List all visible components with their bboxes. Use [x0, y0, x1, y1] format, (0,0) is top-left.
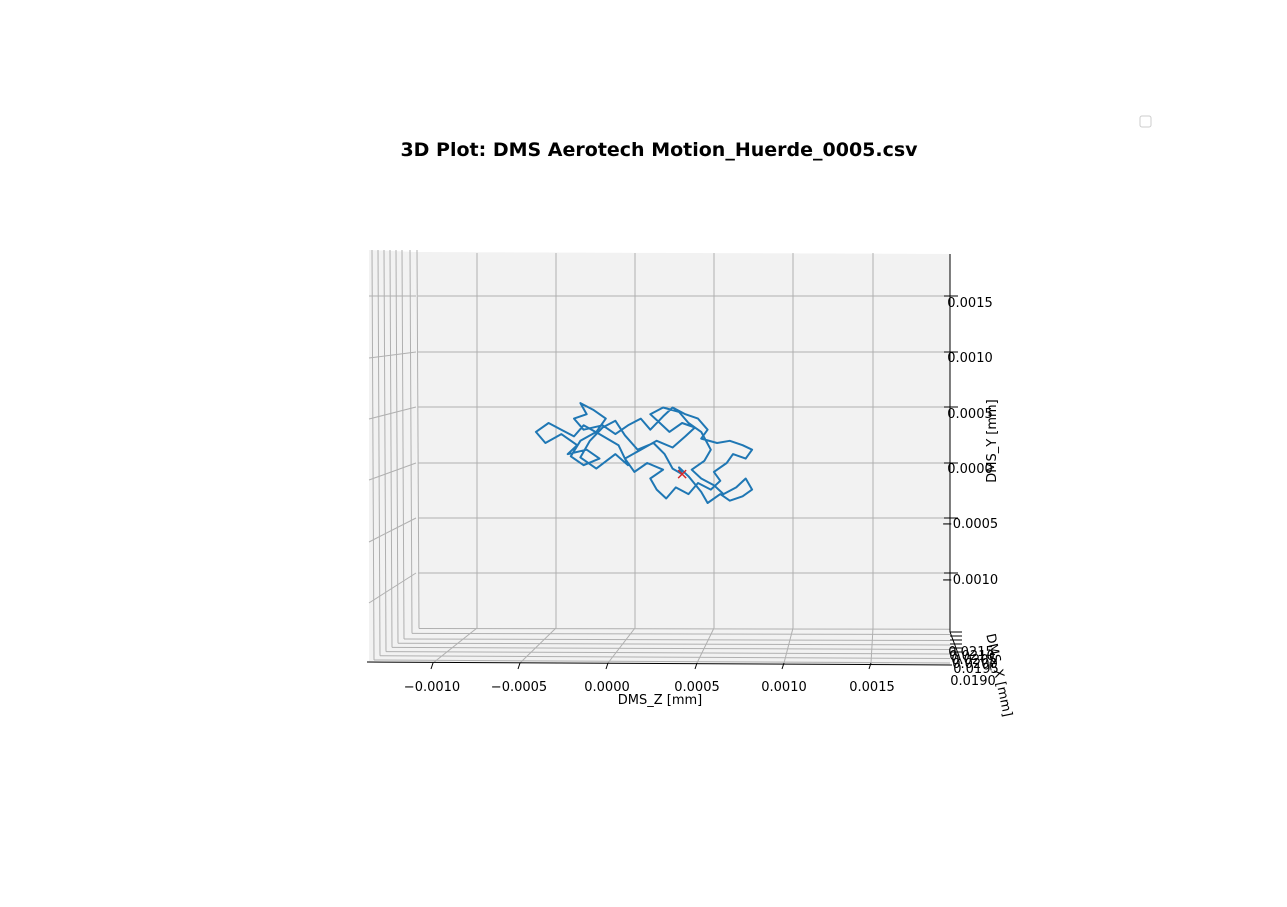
gridline-depth-floor [397, 642, 951, 646]
depth-tick-label: 0.0215 [948, 645, 994, 660]
x-tick-label: 0.0000 [584, 680, 630, 695]
gridline-depth [377, 249, 381, 656]
gridline-side [368, 572, 417, 604]
data-marker [677, 469, 687, 479]
y-tick-label: 0.0015 [947, 296, 993, 311]
depth-tick-label: 0.0210 [949, 649, 995, 664]
floor-pane [369, 628, 950, 665]
gridline-depth [395, 249, 399, 644]
gridline-side [368, 517, 417, 543]
gridline-side [368, 462, 417, 481]
x-tick-mark [605, 662, 609, 670]
gridline-depth-floor [411, 632, 951, 635]
x-tick-mark [430, 662, 434, 670]
y-tick-label: −0.0005 [942, 517, 998, 532]
depth-tick-label: 0.0195 [953, 662, 999, 677]
x-tick-mark [781, 662, 785, 670]
gridline-side [368, 406, 417, 420]
x-axis-line [366, 661, 953, 666]
gridline-depth [389, 249, 393, 648]
x-tick-label: 0.0005 [674, 680, 720, 695]
gridline-depth-floor [373, 659, 951, 664]
legend-box [1139, 115, 1152, 128]
x-tick-label: 0.0010 [761, 680, 807, 695]
x-tick-label: 0.0015 [849, 680, 895, 695]
x-axis-label: DMS_Z [mm] [618, 693, 703, 708]
y-tick-label: 0.0010 [947, 351, 993, 366]
gridline-depth-floor [385, 651, 951, 655]
gridline-side [368, 351, 417, 359]
x-tick-mark [517, 662, 521, 670]
depth-tick-label: 0.0205 [951, 653, 997, 668]
grid-layer [368, 249, 951, 664]
series-line [534, 402, 754, 504]
x-tick-mark [868, 662, 872, 670]
ticks-layer: −0.0010 −0.0005 0.0000 0.0005 0.0010 0.0015 −0… [404, 295, 999, 695]
y-tick-label: 0.0005 [947, 407, 993, 422]
gridline-depth [371, 249, 375, 661]
gridline-depth [409, 249, 413, 634]
depth-tick-label: 0.0200 [952, 657, 998, 672]
depth-tick-label: 0.0190 [950, 674, 996, 689]
gridline-depth [416, 249, 420, 629]
x-tick-label: −0.0005 [491, 680, 547, 695]
x-tick-label: −0.0010 [404, 680, 460, 695]
gridline-depth-floor [391, 646, 951, 650]
chart-title: 3D Plot: DMS Aerotech Motion_Huerde_0005… [400, 139, 918, 161]
y-axis-label: DMS_Y [mm] [985, 399, 1000, 483]
marker-stroke [677, 469, 687, 479]
gridline-depth-floor [379, 655, 951, 659]
gridline-depth-floor [403, 638, 951, 641]
gridline-floor [870, 627, 874, 664]
gridline-depth-floor [418, 628, 951, 630]
x-tick-mark [694, 662, 698, 670]
gridline-depth [401, 249, 405, 640]
y-tick-label: 0.0000 [947, 462, 993, 477]
gridline-depth [383, 249, 387, 652]
y-tick-label: −0.0010 [942, 573, 998, 588]
